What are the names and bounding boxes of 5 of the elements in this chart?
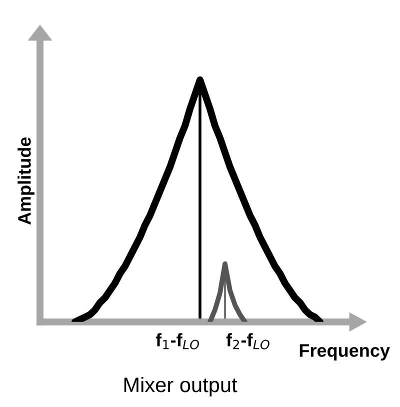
text: f$_{1}$-f$_{LO}$ — [156, 333, 199, 350]
x-axis-title: Frequency — [300, 344, 390, 360]
y-axis-title: Amplitude — [18, 137, 34, 225]
text: Mixer output — [124, 376, 238, 396]
text: f$_{2}$-f$_{LO}$ — [226, 333, 270, 350]
